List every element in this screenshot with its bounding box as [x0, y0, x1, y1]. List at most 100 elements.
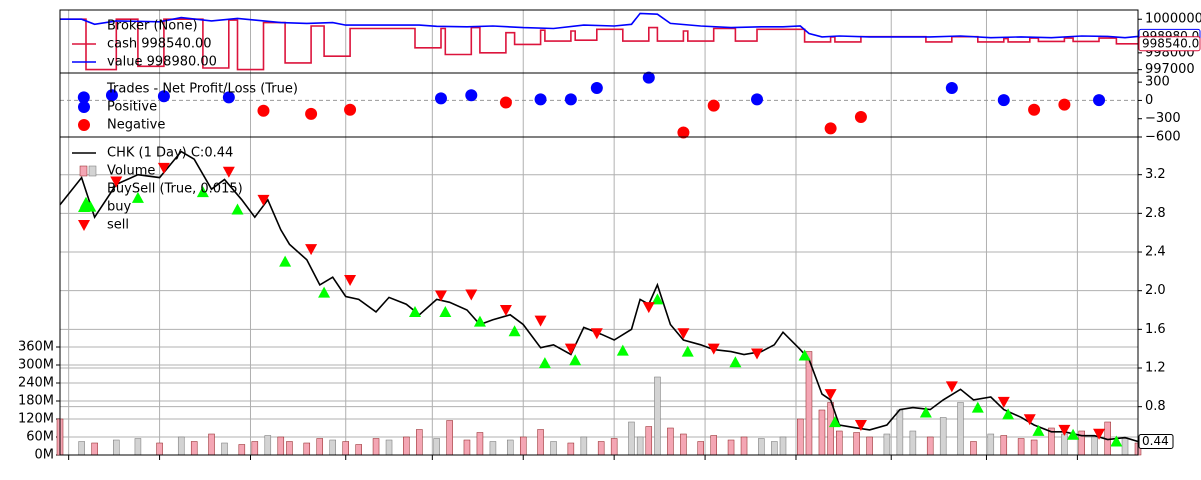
volume-bar [342, 441, 349, 456]
volume-bar [727, 439, 735, 456]
marker [824, 389, 837, 401]
marker [729, 356, 742, 368]
volume-bar [818, 409, 826, 456]
marker [465, 289, 478, 301]
volume-bar [1121, 438, 1129, 456]
volume-bar [645, 426, 653, 456]
y-tick-label: 1000000 [1145, 12, 1201, 27]
marker [564, 93, 577, 106]
series-line [59, 150, 1139, 443]
y-tick-label: −300 [1145, 111, 1181, 126]
volume-bar [446, 420, 453, 456]
volume-bar [463, 439, 471, 456]
series-line [60, 12, 1139, 39]
marker [677, 328, 690, 340]
legend-swatch [78, 220, 90, 231]
last-value-label: 0.44 [1142, 434, 1169, 448]
marker [642, 71, 655, 84]
marker [508, 325, 521, 337]
marker [681, 345, 694, 357]
volume-bar [277, 436, 285, 456]
legend-label: Negative [107, 118, 165, 133]
y2-tick-label: 360M [18, 340, 54, 355]
marker [590, 328, 603, 340]
y2-tick-label: 180M [18, 394, 54, 409]
marker [196, 186, 209, 198]
marker [105, 89, 118, 102]
marker [305, 244, 318, 256]
marker [222, 166, 235, 178]
y2-tick-label: 60M [26, 430, 54, 445]
y-tick-label: 2.0 [1145, 283, 1166, 298]
volume-bar [610, 438, 618, 456]
y-tick-label: 1.2 [1145, 361, 1166, 376]
y-tick-label: 2.4 [1145, 245, 1166, 260]
y-tick-label: 300 [1145, 75, 1170, 90]
volume-bar [836, 430, 843, 456]
volume-bar [636, 436, 644, 456]
volume-bar [758, 438, 765, 456]
legend-label: Volume [107, 164, 155, 179]
marker [751, 348, 764, 360]
marker [569, 354, 582, 366]
marker [677, 126, 690, 139]
volume-bar [987, 433, 995, 456]
volume-bar [78, 441, 85, 456]
marker [590, 81, 603, 94]
legend-title: BuySell (True, 0.015) [107, 182, 243, 197]
marker [1067, 428, 1080, 440]
legend-label: CHK (1 Day) C:0.44 [107, 146, 233, 161]
marker [1093, 94, 1106, 107]
volume-bar [680, 433, 687, 456]
marker [318, 286, 331, 298]
y-tick-label: 997000 [1145, 62, 1195, 77]
legend-swatch [88, 165, 97, 177]
marker [157, 90, 170, 103]
volume-bar [134, 438, 142, 456]
volume-bar [476, 432, 484, 456]
y-tick-label: 3.2 [1145, 167, 1166, 182]
marker [305, 107, 318, 120]
marker [434, 92, 447, 105]
legend-title: Broker (None) [107, 19, 198, 34]
marker [279, 255, 292, 267]
volume-bar [654, 376, 661, 456]
volume-bar [208, 433, 215, 456]
marker [473, 315, 486, 327]
volume-bar [710, 435, 717, 456]
volume-bar [926, 436, 934, 456]
marker [945, 381, 958, 393]
marker [439, 305, 452, 317]
volume-bar [628, 421, 635, 456]
volume-bar [372, 438, 380, 456]
volume-bar [957, 402, 964, 456]
legend-label: value 998980.00 [107, 55, 217, 70]
volume-bar [286, 441, 293, 456]
volume-bar [797, 418, 804, 456]
marker [707, 99, 720, 112]
volume-bar [567, 442, 575, 456]
marker [1058, 98, 1071, 111]
volume-bar [827, 402, 834, 456]
marker [1023, 414, 1036, 426]
marker [854, 420, 867, 432]
y2-tick-label: 120M [18, 412, 54, 427]
marker [1028, 103, 1041, 116]
volume-bar [329, 439, 336, 456]
marker [651, 293, 664, 305]
volume-bar [909, 430, 917, 456]
volume-bar [264, 435, 272, 456]
marker [534, 93, 547, 106]
last-value-label: 998540.0 [1142, 36, 1199, 50]
volume-bar [416, 429, 423, 456]
marker [971, 401, 984, 413]
y-tick-label: 1.6 [1145, 322, 1166, 337]
volume-bar [667, 427, 674, 456]
marker [534, 315, 547, 327]
last-value-box [1138, 36, 1201, 52]
marker [465, 89, 478, 102]
marker [854, 111, 867, 124]
legend-label: sell [107, 218, 129, 233]
volume-bar [939, 417, 947, 456]
